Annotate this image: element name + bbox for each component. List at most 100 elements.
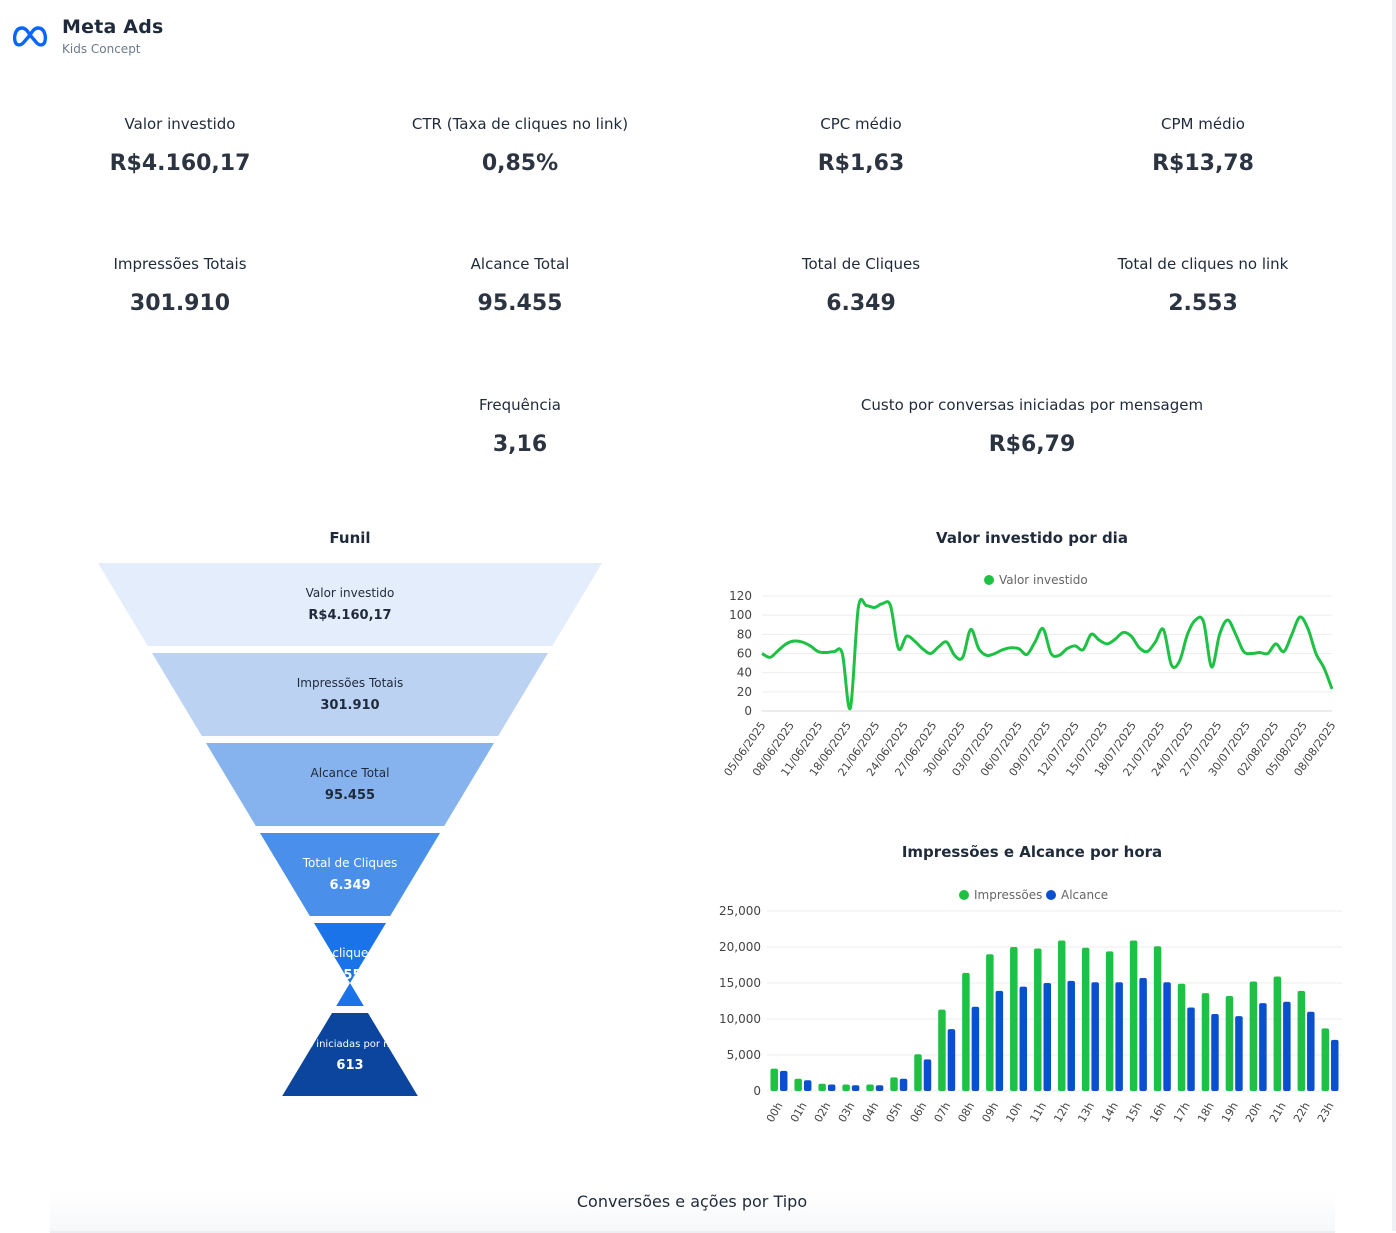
funnel-stage bbox=[260, 833, 440, 916]
legend-marker bbox=[984, 575, 994, 585]
account-name: Kids Concept bbox=[62, 42, 141, 56]
bar-legend: Impressões Alcance bbox=[959, 888, 1108, 902]
bar-impressoes bbox=[1177, 983, 1186, 1091]
kpi-label: CPM médio bbox=[1161, 115, 1245, 133]
x-tick-label: 16h bbox=[1147, 1100, 1169, 1125]
y-tick-label: 0 bbox=[753, 1084, 761, 1098]
x-tick-label: 12h bbox=[1051, 1100, 1073, 1125]
x-tick-label: 06h bbox=[908, 1100, 930, 1125]
bar-alcance bbox=[1139, 977, 1147, 1091]
daily-spend-line-chart: Valor investido02040608010012005/06/2025… bbox=[721, 573, 1338, 779]
bar-impressoes bbox=[1057, 940, 1066, 1091]
bar-alcance bbox=[803, 1080, 812, 1091]
kpi-label: Total de Cliques bbox=[801, 255, 921, 273]
x-tick-label: 02h bbox=[812, 1100, 834, 1125]
y-tick-label: 120 bbox=[729, 589, 752, 603]
bar-impressoes bbox=[1105, 951, 1114, 1091]
kpi-label: Valor investido bbox=[124, 115, 236, 133]
x-tick-label: 08h bbox=[956, 1100, 978, 1125]
kpi-total-de-cliques-no-link: Total de cliques no link 2.553 bbox=[1073, 255, 1333, 316]
bar-alcance bbox=[899, 1078, 908, 1091]
y-tick-label: 100 bbox=[729, 608, 752, 622]
y-tick-label: 20,000 bbox=[719, 940, 761, 954]
funnel-stage-value: 613 bbox=[336, 1058, 363, 1073]
kpi-value: 6.349 bbox=[826, 291, 896, 316]
bar-alcance bbox=[1019, 986, 1028, 1091]
bar-impressoes bbox=[842, 1084, 850, 1091]
bar-impressoes bbox=[770, 1068, 778, 1091]
funnel-stage-value: 6.349 bbox=[329, 878, 370, 893]
y-tick-label: 0 bbox=[744, 704, 752, 718]
bar-alcance bbox=[779, 1070, 788, 1091]
bar-impressoes bbox=[1153, 946, 1162, 1091]
bar-impressoes bbox=[938, 1009, 946, 1091]
bar-impressoes bbox=[1081, 947, 1090, 1091]
kpi-value: 95.455 bbox=[477, 291, 563, 316]
funnel-stage bbox=[282, 1013, 418, 1096]
x-tick-label: 04h bbox=[860, 1100, 882, 1125]
x-tick-label: 19h bbox=[1219, 1100, 1241, 1125]
conversions-section-title: Conversões e ações por Tipo bbox=[576, 1192, 808, 1211]
kpi-label: Alcance Total bbox=[470, 255, 570, 273]
kpi-label: CTR (Taxa de cliques no link) bbox=[411, 115, 629, 133]
bar-alcance bbox=[1163, 982, 1171, 1091]
bar-alcance bbox=[875, 1085, 884, 1091]
y-tick-label: 10,000 bbox=[719, 1012, 761, 1026]
right-edge-divider bbox=[1392, 0, 1396, 1231]
y-tick-label: 25,000 bbox=[719, 904, 761, 918]
funnel-stage-label: Total de cliques no link bbox=[281, 946, 419, 960]
x-tick-label: 01h bbox=[788, 1100, 810, 1125]
bar-alcance bbox=[1283, 1001, 1291, 1091]
line-legend: Valor investido bbox=[984, 573, 1088, 587]
funnel-stage-value: R$4.160,17 bbox=[308, 608, 391, 623]
bar-alcance bbox=[995, 990, 1004, 1091]
funnel-stage-value: 2.553 bbox=[329, 968, 370, 983]
y-tick-label: 60 bbox=[737, 647, 752, 661]
kpi-label: Custo por conversas iniciadas por mensag… bbox=[860, 396, 1204, 414]
bar-impressoes bbox=[1129, 940, 1138, 1091]
bar-alcance bbox=[971, 1006, 980, 1091]
kpi-label: Impressões Totais bbox=[113, 255, 247, 273]
kpi-value: R$4.160,17 bbox=[109, 151, 251, 176]
kpi-label: CPC médio bbox=[820, 115, 902, 133]
kpi-label: Total de cliques no link bbox=[1117, 255, 1289, 273]
series-line-valor-investido bbox=[761, 597, 1334, 711]
funnel-stage-label: Impressões Totais bbox=[297, 676, 403, 690]
bar-alcance bbox=[1235, 1016, 1243, 1091]
y-tick-label: 80 bbox=[737, 627, 752, 641]
kpi-custo-por-conversa: Custo por conversas iniciadas por mensag… bbox=[822, 396, 1242, 457]
funnel-stage-label: Valor investido bbox=[306, 586, 395, 600]
y-tick-label: 5,000 bbox=[727, 1048, 761, 1062]
legend-marker-alcance bbox=[1046, 890, 1056, 900]
bar-impressoes bbox=[1273, 976, 1282, 1091]
kpi-cpc-medio: CPC médio R$1,63 bbox=[761, 115, 961, 176]
funnel-stage bbox=[314, 923, 386, 1006]
funnel-stage-value: 95.455 bbox=[325, 788, 375, 803]
funnel-chart: Valor investido R$4.160,17 Impressões Tota… bbox=[98, 563, 602, 1096]
x-tick-label: 10h bbox=[1003, 1100, 1025, 1125]
bar-alcance bbox=[851, 1085, 860, 1091]
bar-impressoes bbox=[962, 972, 970, 1091]
funnel-stage-label: Conversas iniciadas por mensagem bbox=[261, 1039, 439, 1050]
hourly-impressions-reach-bar-chart: Impressões Alcance 0 5,000 10,000 15,000 20,00… bbox=[719, 888, 1342, 1125]
conversions-section-band bbox=[50, 1190, 1335, 1233]
legend-label: Valor investido bbox=[999, 573, 1088, 587]
bar-alcance bbox=[1187, 1007, 1195, 1091]
legend-label-alcance: Alcance bbox=[1061, 888, 1108, 902]
funnel-stage bbox=[152, 653, 548, 736]
bar-impressoes bbox=[914, 1054, 922, 1091]
kpi-value: R$6,79 bbox=[988, 432, 1076, 457]
x-tick-label: 11h bbox=[1027, 1100, 1049, 1125]
x-tick-label: 23h bbox=[1315, 1100, 1337, 1125]
kpi-impressoes-totais: Impressões Totais 301.910 bbox=[70, 255, 290, 316]
x-tick-label: 17h bbox=[1171, 1100, 1193, 1125]
kpi-value: 3,16 bbox=[492, 432, 548, 457]
bar-impressoes bbox=[986, 954, 994, 1091]
kpi-value: 0,85% bbox=[481, 151, 559, 176]
legend-marker-impressoes bbox=[959, 890, 969, 900]
x-tick-label: 09h bbox=[979, 1100, 1001, 1125]
y-tick-label: 20 bbox=[737, 685, 752, 699]
kpi-total-de-cliques: Total de Cliques 6.349 bbox=[751, 255, 971, 316]
funnel-stage bbox=[206, 743, 494, 826]
bar-impressoes bbox=[818, 1083, 826, 1091]
